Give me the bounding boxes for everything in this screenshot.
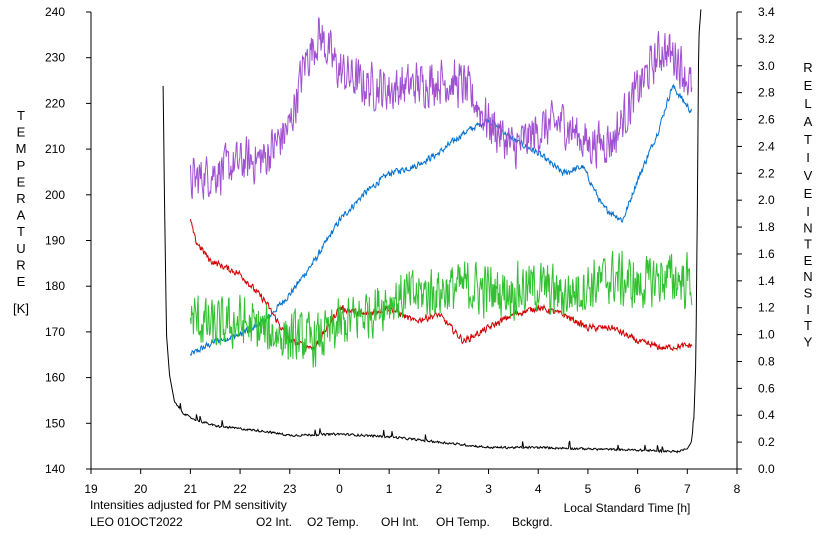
y-left-tick-label: 160 [45,371,65,385]
y-left-label-letter: R [16,191,25,206]
y-right-tick-label: 2.6 [758,113,775,127]
x-tick-label: 5 [585,482,592,496]
y-right-tick-label: 0.0 [758,462,775,476]
y-right-tick-label: 1.0 [758,328,775,342]
y-right-tick-label: 0.8 [758,354,775,368]
y-right-label-letter: S [804,286,813,301]
x-tick-label: 2 [436,482,443,496]
y-right-tick-label: 2.0 [758,193,775,207]
y-right-tick-label: 1.6 [758,247,775,261]
axes: 1401501601701801902002102202302400.00.20… [45,5,775,496]
sensitivity-note: Intensities adjusted for PM sensitivity [90,498,287,512]
y-right-label-letter: E [804,78,813,93]
y-right-label-letter: I [806,150,810,165]
y-right-label-letter: N [803,269,812,284]
y-left-label-letter: E [17,125,26,140]
y-right-label-letter: V [804,168,813,183]
x-tick-label: 4 [535,482,542,496]
y-right-tick-label: 2.8 [758,86,775,100]
y-left-tick-label: 210 [45,142,65,156]
series-line-2 [189,218,693,353]
y-left-tick-label: 180 [45,279,65,293]
y-right-tick-label: 2.2 [758,166,775,180]
y-left-label-letter: M [16,141,27,156]
legend-item-2: OH Int. [381,515,419,529]
y-right-tick-label: 0.2 [758,435,775,449]
y-right-label-letter: R [803,60,812,75]
y-right-label-letter: E [804,186,813,201]
y-left-label-letter: P [17,158,26,173]
x-tick-label: 20 [134,482,148,496]
y-left-label-letter: T [17,224,25,239]
y-right-tick-label: 0.4 [758,408,775,422]
y-right-label-letter: I [806,204,810,219]
x-axis-label: Local Standard Time [h] [564,501,691,515]
y-right-tick-label: 3.4 [758,5,775,19]
y-left-tick-label: 190 [45,234,65,248]
x-tick-label: 3 [485,482,492,496]
x-tick-label: 8 [734,482,741,496]
y-right-label-letter: T [804,318,812,333]
x-tick-label: 0 [336,482,343,496]
y-right-label-letter: I [806,302,810,317]
legend: Intensities adjusted for PM sensitivity L… [90,498,553,529]
x-tick-label: 22 [233,482,247,496]
y-right-label-letter: A [804,114,813,129]
legend-item-3: OH Temp. [436,515,490,529]
y-left-label-letter: R [16,257,25,272]
x-tick-label: 23 [283,482,297,496]
y-left-label-letter: E [17,274,26,289]
y-left-label-letter: A [17,208,26,223]
y-right-tick-label: 3.2 [758,32,775,46]
legend-item-0: O2 Int. [256,515,292,529]
x-tick-label: 19 [84,482,98,496]
y-right-tick-label: 0.6 [758,381,775,395]
x-tick-label: 7 [684,482,691,496]
y-right-label-letter: T [804,132,812,147]
series-group [162,9,702,454]
y-right-tick-label: 3.0 [758,59,775,73]
y-left-label-letter: E [17,174,26,189]
y-left-label-letter: T [17,108,25,123]
series-line-4 [162,9,702,454]
y-right-tick-label: 2.4 [758,139,775,153]
y-left-label-letter: U [16,241,25,256]
series-line-0 [189,83,692,357]
y-left-tick-label: 220 [45,96,65,110]
y-left-tick-label: 150 [45,416,65,430]
x-tick-label: 6 [634,482,641,496]
station-date: LEO 01OCT2022 [90,515,183,529]
y-right-tick-label: 1.8 [758,220,775,234]
y-right-tick-label: 1.2 [758,301,775,315]
series-line-1 [189,17,693,200]
y-left-tick-label: 240 [45,5,65,19]
y-left-tick-label: 200 [45,188,65,202]
x-tick-label: 1 [386,482,393,496]
y-right-label-letter: T [804,237,812,252]
y-right-label-letter: E [804,253,813,268]
y-right-label-letter: L [804,96,811,111]
y-right-label-letter: N [803,220,812,235]
y-right-label-letter: Y [804,334,813,349]
y-left-tick-label: 170 [45,325,65,339]
legend-item-4: Bckgrd. [512,515,553,529]
x-tick-label: 21 [184,482,198,496]
y-right-tick-label: 1.4 [758,274,775,288]
legend-item-1: O2 Temp. [307,515,359,529]
y-left-label-unit: [K] [13,301,29,316]
y-left-tick-label: 230 [45,51,65,65]
y-left-tick-label: 140 [45,462,65,476]
series-line-3 [189,250,693,368]
